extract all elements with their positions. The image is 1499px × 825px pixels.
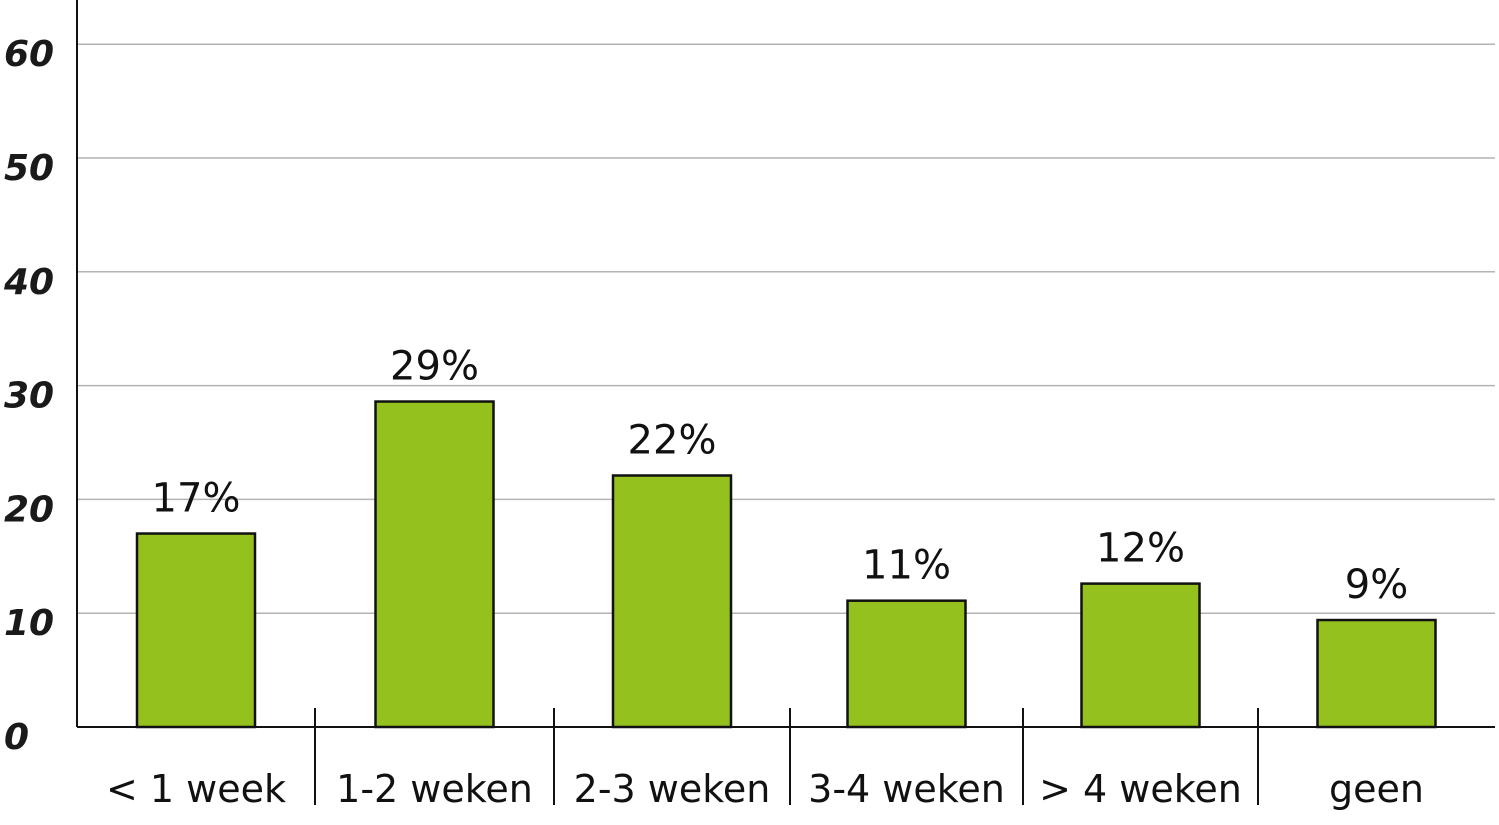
y-tick-label-50: 50 [4,148,54,189]
x-tick-label-2: 1-2 weken [336,767,533,811]
axes [76,0,1495,805]
y-tick-label-30: 30 [4,376,54,417]
y-tick-label-20: 20 [4,489,54,530]
data-labels: 17% 29% 22% 11% 12% 9% [152,344,1409,608]
bar-6 [1316,618,1437,729]
data-label-5: 12% [1096,526,1185,572]
y-tick-labels: 0 10 20 30 40 50 60 [3,34,54,758]
data-label-3: 22% [628,418,717,464]
x-tick-label-6: geen [1329,767,1424,811]
y-tick-label-40: 40 [3,262,54,303]
x-tick-label-4: 3-4 weken [808,767,1005,811]
x-tick-label-1: < 1 week [106,767,286,811]
bar-1 [135,532,257,729]
gridlines [77,43,1495,614]
bar-2 [374,400,495,729]
x-tick-labels: < 1 week 1-2 weken 2-3 weken 3-4 weken > 4 w… [106,767,1424,811]
bar-5 [1080,582,1201,729]
x-tick-label-5: > 4 weken [1039,767,1242,811]
y-tick-label-0: 0 [4,717,29,758]
x-tick-label-3: 2-3 weken [574,767,771,811]
y-tick-label-60: 60 [4,34,54,75]
y-tick-label-10: 10 [4,603,54,644]
bar-3 [611,474,733,729]
bar-4 [846,599,967,729]
data-label-4: 11% [862,543,951,589]
data-label-1: 17% [152,476,241,522]
bars [135,400,1437,729]
data-label-2: 29% [390,344,479,390]
data-label-6: 9% [1345,562,1408,608]
